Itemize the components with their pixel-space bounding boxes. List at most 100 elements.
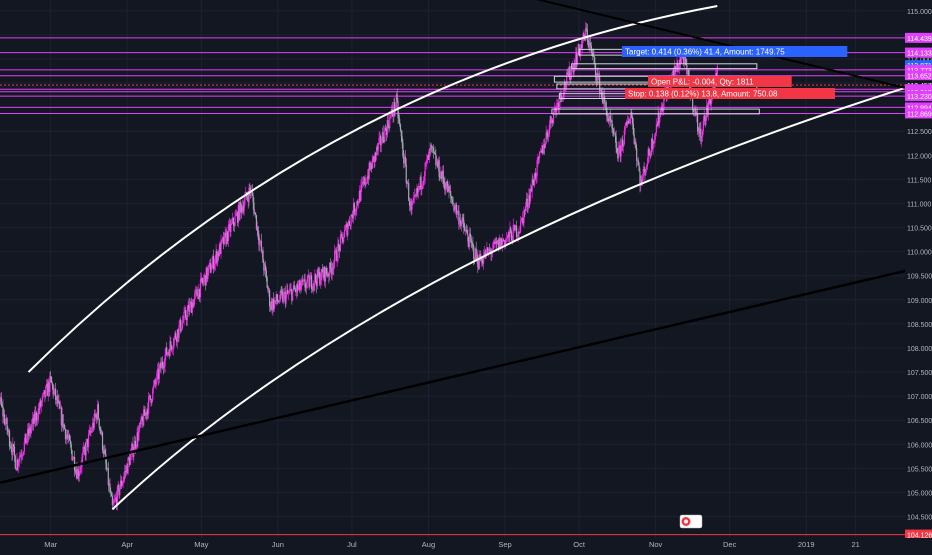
tradingview-badge-icon[interactable] <box>679 514 703 529</box>
candle-body <box>618 145 621 148</box>
candle-body <box>589 43 592 46</box>
candle-body <box>511 240 514 242</box>
candle-body <box>175 333 177 339</box>
trade-target-label[interactable]: Target: 0.414 (0.36%) 41.4, Amount: 1749… <box>622 46 848 57</box>
candle-body <box>701 130 704 137</box>
position-range-box[interactable] <box>551 108 760 115</box>
candle-body <box>206 267 208 279</box>
candle-body <box>207 269 209 279</box>
trend-line-lower[interactable] <box>0 269 906 485</box>
candle-body <box>208 265 210 270</box>
candle-body <box>389 116 391 128</box>
candle-body <box>41 395 44 402</box>
candle-body <box>138 430 140 441</box>
candle-body <box>199 288 201 297</box>
candle-body <box>241 205 243 213</box>
candle-body <box>509 227 511 238</box>
candle-body <box>229 223 231 233</box>
candle-body <box>374 152 376 163</box>
candle-body <box>636 160 639 162</box>
candle-body <box>655 124 658 133</box>
trade-target-label-bg <box>622 46 848 57</box>
candle-body <box>400 130 402 137</box>
candle-body <box>301 280 304 282</box>
candle-body <box>580 44 582 56</box>
trade-open-label-bg <box>648 76 792 87</box>
candle-body <box>224 232 226 234</box>
candle-body <box>68 434 70 439</box>
candle-body <box>64 429 67 440</box>
trade-stop-label[interactable]: Stop: 0.138 (0.12%) 13.8, Amount: 750.08 <box>625 88 835 99</box>
candle-body <box>706 105 708 119</box>
candle-body <box>265 270 267 278</box>
candle-body <box>363 177 365 184</box>
candle-body <box>27 429 30 436</box>
candle-body <box>650 138 653 155</box>
candle-body <box>278 301 280 303</box>
candle-body <box>362 181 364 184</box>
candle-body <box>623 130 625 145</box>
candle-body <box>456 211 458 215</box>
channel-upper-line[interactable] <box>27 5 718 373</box>
candle-body <box>583 33 585 37</box>
trade-stop-label-text: Stop: 0.138 (0.12%) 13.8, Amount: 750.08 <box>628 90 778 99</box>
trend-line-upper[interactable] <box>505 0 906 89</box>
candle-body <box>585 28 588 30</box>
trade-open-label[interactable]: Open P&L: -0.004, Qty: 1811 <box>648 76 792 87</box>
candle-body <box>158 368 160 379</box>
candle-body <box>615 136 617 149</box>
candle-body <box>636 147 638 161</box>
candle-body <box>296 284 299 290</box>
candle-body <box>295 289 297 293</box>
candle-body <box>608 115 611 122</box>
candle-body <box>22 454 24 456</box>
candle-body <box>246 196 248 198</box>
candle-body <box>243 204 245 212</box>
candle-body <box>154 380 156 384</box>
price-axis-tick: 109.000 <box>907 298 932 305</box>
candle-body <box>101 432 103 435</box>
candle-body <box>23 441 25 452</box>
candle-body <box>459 220 461 225</box>
candle-body <box>136 432 138 447</box>
candle-body <box>599 90 602 94</box>
candle-body <box>127 457 129 474</box>
price-axis-tick: 109.500 <box>907 274 932 281</box>
candle-body <box>528 195 530 206</box>
candle-body <box>10 446 12 450</box>
candle-body <box>555 107 557 112</box>
candle-body <box>320 280 322 285</box>
candle-body <box>119 488 121 496</box>
candle-body <box>131 443 133 449</box>
candle-body <box>588 41 590 48</box>
candle-body <box>116 486 118 506</box>
candle-body <box>540 151 542 153</box>
candle-body <box>622 144 625 147</box>
candle-body <box>45 383 48 387</box>
trade-stop-label-bg <box>625 88 835 99</box>
candle-body <box>693 111 695 113</box>
candle-body <box>595 75 597 81</box>
candle-body <box>635 141 637 148</box>
candle-body <box>202 281 204 283</box>
candle-body <box>145 412 147 416</box>
candle-body <box>171 345 173 350</box>
candle-body <box>493 241 495 243</box>
candle-body <box>627 120 630 124</box>
candle-body <box>417 186 420 193</box>
candle-body <box>465 230 467 231</box>
candle-body <box>348 220 350 228</box>
candle-body <box>13 446 16 456</box>
candle-body <box>468 241 470 247</box>
candle-body <box>575 53 577 69</box>
position-range-box[interactable] <box>571 63 758 70</box>
candle-body <box>571 65 574 68</box>
candle-body <box>482 263 484 265</box>
candle-body <box>67 436 69 439</box>
candle-body <box>644 169 646 176</box>
candle-body <box>354 211 356 215</box>
candle-body <box>645 169 647 176</box>
candle-body <box>631 116 634 124</box>
